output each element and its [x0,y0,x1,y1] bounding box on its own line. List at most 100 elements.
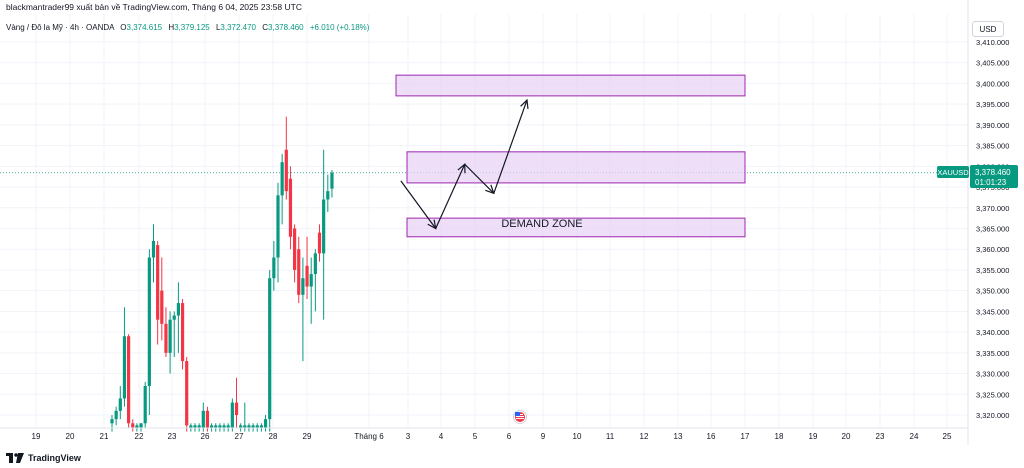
candle-body [239,425,243,428]
candle-body [176,303,180,316]
y-tick-label: 3,390.000 [976,121,1009,130]
candle-body [230,402,234,428]
low-label: L [215,23,221,32]
x-tick-label: 13 [674,432,683,441]
arrow-segment [464,163,495,194]
candle-body [122,336,127,399]
currency-button[interactable]: USD [972,21,1004,37]
candle-body [284,149,288,192]
y-tick-label: 3,370.000 [976,204,1009,213]
y-tick-label: 3,330.000 [976,370,1009,379]
candle-body [263,419,268,428]
y-tick-label: 3,320.000 [976,411,1009,420]
y-tick-label: 3,335.000 [976,349,1009,358]
price-tag-symbol: XAUUSD [937,168,969,177]
low-value: 3,372.470 [220,23,256,32]
tradingview-logo-icon [6,453,24,463]
candle-body [317,232,322,254]
x-tick-label: 27 [235,432,244,441]
candle-body [156,245,160,320]
footer-brand: TradingView [28,453,81,463]
candle-body [118,398,122,411]
y-tick-label: 3,340.000 [976,328,1009,337]
x-tick-label: 28 [269,432,278,441]
y-tick-label: 3,360.000 [976,245,1009,254]
open-label: O [120,23,127,32]
candle-body [313,253,317,275]
candle-body [143,385,147,424]
candle-body [147,257,151,386]
candle-body [222,425,226,428]
arrow-segment [400,180,437,229]
zone-rect [406,217,746,238]
footer: TradingView [6,451,81,465]
candle-body [214,425,218,428]
publisher-bar: blackmantrader99 xuất bản về TradingView… [0,0,1024,16]
x-tick-label: Tháng 6 [354,432,384,441]
arrow-segment [493,99,528,194]
candle-body [301,278,305,295]
candle-body [160,290,164,324]
candle-body [259,425,263,428]
candle-body [255,425,259,428]
candle-body [180,303,185,362]
candlestick-series [110,116,334,432]
x-tick-label: 22 [135,432,144,441]
time-axis: 19 20 21 22 23 26 27 28 29 Tháng 6 3 4 5 6 9 10 11 12 13 16… [32,432,952,441]
candle-body [251,425,255,428]
candle-body [326,191,330,200]
us-flag-icon [513,410,527,424]
y-tick-label: 3,385.000 [976,142,1009,151]
candle-body [330,172,334,189]
high-label: H [168,23,175,32]
price-axis: 3,410.000 3,405.000 3,400.000 3,395.000 3,39… [976,38,1009,420]
y-tick-label: 3,345.000 [976,307,1009,316]
x-tick-label: 9 [541,432,546,441]
y-tick-label: 3,355.000 [976,266,1009,275]
candle-body [210,425,214,428]
candle-body [234,402,239,415]
candle-body [151,240,156,258]
candle-body [110,419,114,424]
y-tick-label: 3,350.000 [976,287,1009,296]
x-tick-label: 20 [66,432,75,441]
open-value: 3,374.615 [126,23,163,32]
price-tag-value: 3,378.460 [975,168,1011,177]
demand-zone-label: DEMAND ZONE [501,218,582,230]
arrow-head [520,98,529,110]
candle-body [185,361,189,426]
candle-body [172,315,176,320]
x-tick-label: 19 [809,432,818,441]
x-tick-label: 23 [168,432,177,441]
price-tag-countdown: 01:01:23 [975,178,1007,187]
candle-body [268,278,272,420]
x-tick-label: 3 [406,432,411,441]
candle-body [297,249,301,295]
candle-body [205,410,210,428]
y-tick-label: 3,395.000 [976,100,1009,109]
zone-rect [395,74,746,97]
x-tick-label: 21 [100,432,109,441]
candle-body [309,274,313,287]
change-value: +6.010 (+0.18%) [309,23,370,32]
close-label: C [262,23,269,32]
publisher-text: blackmantrader99 xuất bản về TradingView… [6,2,302,12]
close-value: 3,378.460 [268,23,304,32]
x-tick-label: 4 [439,432,444,441]
x-tick-label: 5 [473,432,478,441]
candle-body [305,265,309,287]
candle-body [322,199,326,254]
candle-body [135,425,139,428]
symbol-description: Vàng / Đô la Mỹ · 4h · OANDA [6,23,115,32]
x-tick-label: 23 [876,432,885,441]
candle-body [276,195,280,258]
candle-body [201,410,205,428]
candle-body [189,425,193,428]
y-tick-label: 3,405.000 [976,59,1009,68]
candle-body [272,257,276,279]
price-tag: XAUUSD 3,378.460 01:01:23 [937,165,1018,188]
y-tick-label: 3,410.000 [976,38,1009,47]
candle-body [168,319,172,353]
symbol-legend: Vàng / Đô la Mỹ · 4h · OANDA O3,374.615 … [6,23,369,32]
